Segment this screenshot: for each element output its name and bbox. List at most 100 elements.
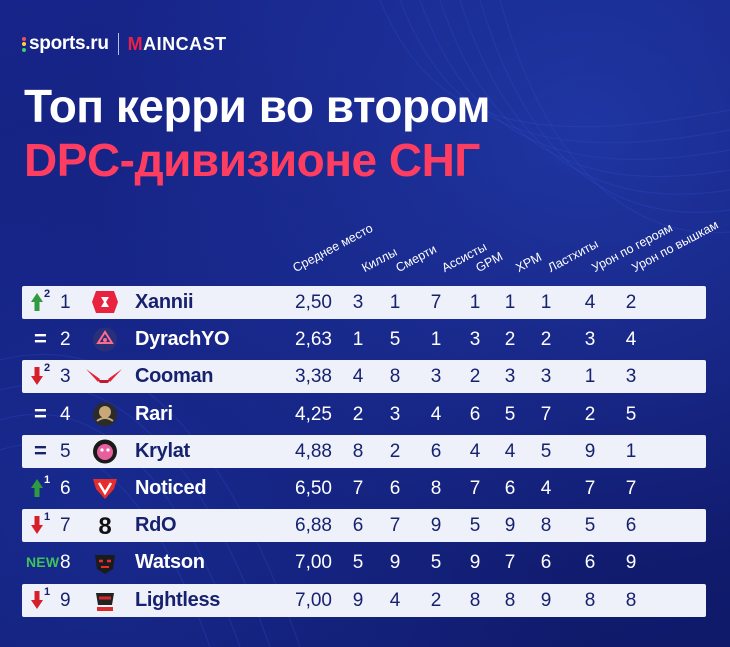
stat-value: 7 (625, 478, 637, 499)
stat-value: 8 (389, 366, 401, 388)
bandits-logo (90, 587, 120, 614)
stat-value: 1 (504, 292, 516, 313)
maincast-rest: AINCAST (143, 33, 227, 54)
stat-value: 7 (389, 515, 401, 537)
stat-value: 9 (389, 552, 401, 574)
logo-divider (117, 33, 119, 55)
stat-value: 1 (584, 366, 596, 388)
average-place: 4,88 (295, 440, 332, 462)
equals-icon: = (34, 400, 47, 426)
player-name: Watson (135, 551, 205, 574)
player-name: DyrachYO (135, 328, 230, 351)
player-name: Xannii (135, 291, 194, 313)
stat-value: 6 (584, 552, 596, 574)
stat-value: 2 (430, 589, 442, 611)
stat-value: 3 (469, 329, 481, 351)
position-change: 1 (44, 474, 51, 486)
position-change: 2 (44, 362, 51, 375)
stat-value: 5 (504, 403, 516, 425)
position-change: 2 (44, 288, 51, 300)
stat-value: 3 (389, 403, 401, 425)
stat-value: 7 (540, 403, 552, 425)
sports-ru-text: sports.ru (29, 33, 109, 54)
stat-value: 7 (352, 478, 364, 499)
stat-value: 2 (540, 329, 552, 351)
stat-value: 8 (540, 515, 552, 537)
player-name: Krylat (135, 439, 190, 462)
stat-value: 1 (469, 292, 481, 313)
stat-value: 9 (504, 515, 516, 537)
stat-value: 4 (540, 478, 552, 499)
stat-value: 4 (430, 403, 442, 425)
stat-value: 3 (540, 366, 552, 388)
table-row: 1 7 8 RdO 6,88 6 7 9 5 9 8 5 6 (22, 509, 706, 543)
b8-logo: 8 (90, 512, 120, 540)
stat-value: 2 (584, 403, 596, 425)
arrow-down-icon: 1 (30, 511, 58, 538)
maincast-logo: MAINCAST (128, 34, 227, 55)
stat-value: 1 (430, 329, 442, 351)
stat-value: 2 (504, 329, 516, 351)
table-row: 2 3 Cooman 3,38 4 8 3 2 3 3 1 3 (22, 360, 706, 394)
virtus-pro-logo (90, 475, 120, 502)
rank-number: 5 (60, 440, 71, 462)
stat-value: 3 (504, 366, 516, 388)
table-row: 1 9 Lightless 7,00 9 4 2 8 8 9 8 8 (22, 583, 706, 617)
stat-value: 4 (625, 329, 637, 351)
stat-value: 5 (540, 440, 552, 462)
stat-value: 6 (352, 515, 364, 537)
rank-number: 6 (60, 478, 71, 499)
arrow-up-icon: 1 (30, 474, 58, 501)
stat-value: 4 (352, 366, 364, 388)
stat-value: 5 (430, 552, 442, 574)
stat-value: 9 (584, 440, 596, 462)
stat-value: 9 (430, 515, 442, 537)
winstrike-logo (90, 401, 120, 428)
stat-value: 7 (430, 292, 442, 313)
equals-icon: = (30, 437, 58, 464)
stat-value: 7 (584, 478, 596, 499)
stat-value: 2 (625, 292, 637, 313)
stat-value: 8 (504, 589, 516, 611)
rank-number: 9 (60, 589, 71, 611)
player-name: Noticed (135, 477, 207, 499)
rank-number: 3 (60, 366, 71, 388)
stat-value: 1 (352, 329, 364, 351)
stat-value: 8 (430, 478, 442, 499)
stat-value: 5 (389, 329, 401, 351)
stat-value: 8 (625, 589, 637, 611)
stat-value: 1 (540, 292, 552, 313)
stat-value: 8 (469, 589, 481, 611)
logo-row: sports.ru MAINCAST (22, 32, 227, 56)
table-row: = 4 Rari 4,25 2 3 4 6 5 7 2 5 (22, 398, 706, 431)
column-header: Смерти (393, 241, 439, 275)
stat-value: 2 (352, 403, 364, 425)
player-name: Lightless (135, 588, 221, 611)
svg-text:8: 8 (98, 513, 111, 539)
stat-value: 6 (430, 440, 442, 462)
maincast-m: M (127, 33, 144, 54)
table-row: = 2 DyrachYO 2,63 1 5 1 3 2 2 3 4 (22, 323, 706, 356)
sports-ru-logo: sports.ru (22, 33, 109, 55)
stat-value: 2 (389, 440, 401, 462)
position-change: 1 (44, 511, 51, 524)
equals-icon: = (34, 326, 47, 352)
equals-icon: = (34, 437, 47, 463)
new-badge: NEW (26, 551, 59, 575)
stat-value: 6 (504, 478, 516, 499)
mouse-logo (90, 438, 120, 465)
stat-value: 4 (469, 440, 481, 462)
stat-value: 1 (389, 292, 401, 313)
stat-value: 7 (469, 478, 481, 499)
stat-value: 8 (584, 589, 596, 611)
stat-value: 3 (584, 329, 596, 351)
stat-value: 5 (469, 515, 481, 537)
stat-value: 2 (469, 366, 481, 388)
stat-value: 3 (352, 292, 364, 313)
new-label: NEW (26, 554, 60, 571)
gambit-logo (90, 289, 120, 316)
stat-value: 6 (540, 552, 552, 574)
average-place: 6,50 (295, 478, 332, 499)
stat-value: 3 (625, 366, 637, 388)
